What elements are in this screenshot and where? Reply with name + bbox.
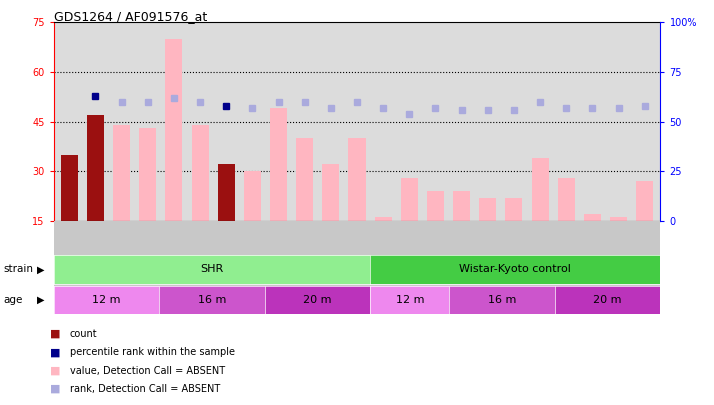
Bar xyxy=(636,181,653,221)
Bar xyxy=(166,39,182,221)
Bar xyxy=(610,217,627,221)
Bar xyxy=(348,138,366,221)
Bar xyxy=(218,164,235,221)
Bar xyxy=(296,138,313,221)
Bar xyxy=(427,191,444,221)
Text: ■: ■ xyxy=(50,329,61,339)
Text: GDS1264 / AF091576_at: GDS1264 / AF091576_at xyxy=(54,10,207,23)
Bar xyxy=(375,217,392,221)
Bar xyxy=(479,198,496,221)
Text: 20 m: 20 m xyxy=(303,295,332,305)
Text: strain: strain xyxy=(4,264,34,274)
Text: age: age xyxy=(4,295,23,305)
Bar xyxy=(584,214,601,221)
Text: 16 m: 16 m xyxy=(198,295,226,305)
Bar xyxy=(87,115,104,221)
Bar xyxy=(244,171,261,221)
Text: 20 m: 20 m xyxy=(593,295,622,305)
Text: Wistar-Kyoto control: Wistar-Kyoto control xyxy=(459,264,571,274)
Text: ■: ■ xyxy=(50,347,61,357)
Bar xyxy=(139,128,156,221)
Text: 16 m: 16 m xyxy=(488,295,516,305)
Text: percentile rank within the sample: percentile rank within the sample xyxy=(70,347,235,357)
Text: ▶: ▶ xyxy=(37,264,45,274)
Bar xyxy=(532,158,548,221)
Bar xyxy=(506,198,523,221)
Bar xyxy=(61,155,78,221)
Bar xyxy=(270,108,287,221)
Text: ■: ■ xyxy=(50,366,61,375)
Bar xyxy=(113,125,130,221)
Text: ▶: ▶ xyxy=(37,295,45,305)
Text: 12 m: 12 m xyxy=(92,295,121,305)
Bar xyxy=(322,164,339,221)
Bar xyxy=(453,191,470,221)
Bar xyxy=(558,178,575,221)
Text: rank, Detection Call = ABSENT: rank, Detection Call = ABSENT xyxy=(70,384,220,394)
Text: ■: ■ xyxy=(50,384,61,394)
Text: 12 m: 12 m xyxy=(396,295,424,305)
Bar xyxy=(401,178,418,221)
Text: value, Detection Call = ABSENT: value, Detection Call = ABSENT xyxy=(70,366,225,375)
Bar xyxy=(191,125,208,221)
Text: count: count xyxy=(70,329,98,339)
Text: SHR: SHR xyxy=(200,264,223,274)
